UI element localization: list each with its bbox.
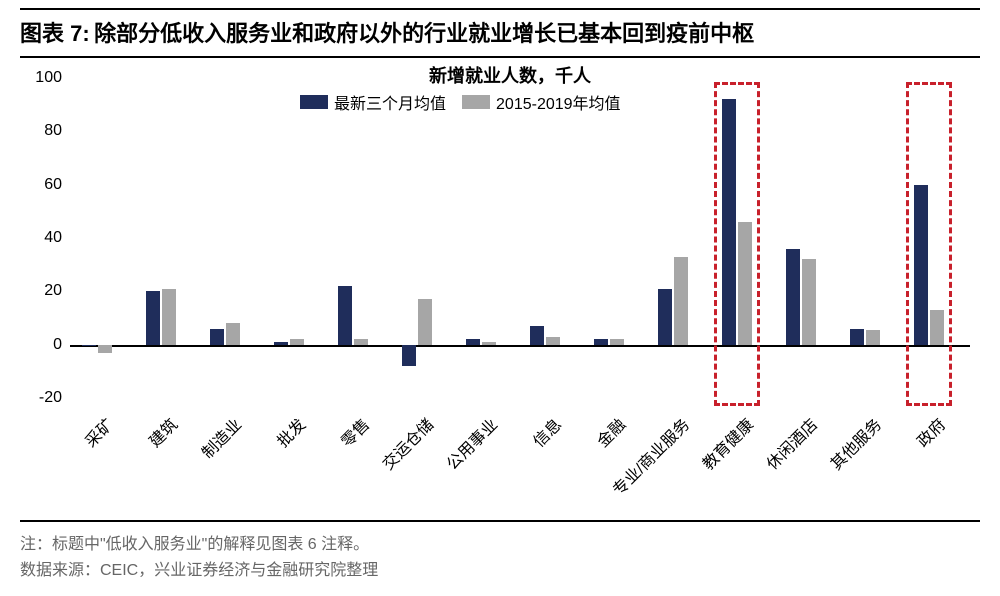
bar-series2 bbox=[674, 257, 688, 345]
y-tick-label: 60 bbox=[22, 176, 62, 194]
bar-series2 bbox=[98, 345, 112, 353]
x-tick-label: 休闲酒店 bbox=[760, 412, 822, 474]
chart-figure: 图表 7: 除部分低收入服务业和政府以外的行业就业增长已基本回到疫前中枢 新增就… bbox=[0, 0, 1000, 596]
bar-series1 bbox=[850, 329, 864, 345]
x-tick-label: 制造业 bbox=[195, 412, 246, 463]
bar-series1 bbox=[722, 99, 736, 344]
bar-series2 bbox=[866, 330, 880, 345]
bar-series2 bbox=[290, 339, 304, 344]
x-tick-label: 批发 bbox=[270, 412, 310, 452]
bar-series1 bbox=[82, 345, 96, 346]
y-tick-label: 40 bbox=[22, 229, 62, 247]
footer-rule bbox=[20, 520, 980, 522]
bar-series1 bbox=[786, 249, 800, 345]
bar-series1 bbox=[146, 291, 160, 344]
bar-series1 bbox=[338, 286, 352, 345]
bar-series1 bbox=[594, 339, 608, 344]
y-tick-label: 100 bbox=[22, 69, 62, 87]
footnote-line2: 数据来源：CEIC，兴业证券经济与金融研究院整理 bbox=[20, 556, 378, 580]
x-tick-label: 采矿 bbox=[78, 412, 118, 452]
bar-series1 bbox=[658, 289, 672, 345]
bar-series2 bbox=[930, 310, 944, 345]
bar-series2 bbox=[482, 342, 496, 345]
bar-series1 bbox=[914, 185, 928, 345]
y-tick-label: -20 bbox=[22, 389, 62, 407]
x-tick-label: 交运仓储 bbox=[376, 412, 438, 474]
bar-series2 bbox=[610, 339, 624, 344]
bar-series1 bbox=[210, 329, 224, 345]
bar-series2 bbox=[802, 259, 816, 344]
title-text: 除部分低收入服务业和政府以外的行业就业增长已基本回到疫前中枢 bbox=[94, 21, 754, 46]
bar-series1 bbox=[402, 345, 416, 366]
footnote-line1: 注：标题中"低收入服务业"的解释见图表 6 注释。 bbox=[20, 530, 369, 554]
title-prefix: 图表 7: bbox=[20, 21, 90, 46]
y-tick-label: 0 bbox=[22, 336, 62, 354]
title-bar: 图表 7: 除部分低收入服务业和政府以外的行业就业增长已基本回到疫前中枢 bbox=[20, 8, 980, 58]
bar-series2 bbox=[354, 339, 368, 344]
x-tick-label: 公用事业 bbox=[440, 412, 502, 474]
bar-series2 bbox=[546, 337, 560, 345]
y-tick-label: 80 bbox=[22, 122, 62, 140]
bar-series2 bbox=[418, 299, 432, 344]
chart-area: -20020406080100采矿建筑制造业批发零售交运仓储公用事业信息金融专业… bbox=[70, 78, 970, 398]
bar-series1 bbox=[466, 339, 480, 344]
x-tick-label: 建筑 bbox=[142, 412, 182, 452]
gridline bbox=[70, 345, 970, 347]
x-tick-label: 金融 bbox=[590, 412, 630, 452]
x-tick-label: 信息 bbox=[526, 412, 566, 452]
x-tick-label: 零售 bbox=[334, 412, 374, 452]
y-tick-label: 20 bbox=[22, 282, 62, 300]
bar-series1 bbox=[530, 326, 544, 345]
x-tick-label: 政府 bbox=[910, 412, 950, 452]
bar-series2 bbox=[226, 323, 240, 344]
bar-series2 bbox=[162, 289, 176, 345]
bar-series1 bbox=[274, 342, 288, 345]
x-tick-label: 教育健康 bbox=[696, 412, 758, 474]
bar-series2 bbox=[738, 222, 752, 345]
x-tick-label: 其他服务 bbox=[824, 412, 886, 474]
